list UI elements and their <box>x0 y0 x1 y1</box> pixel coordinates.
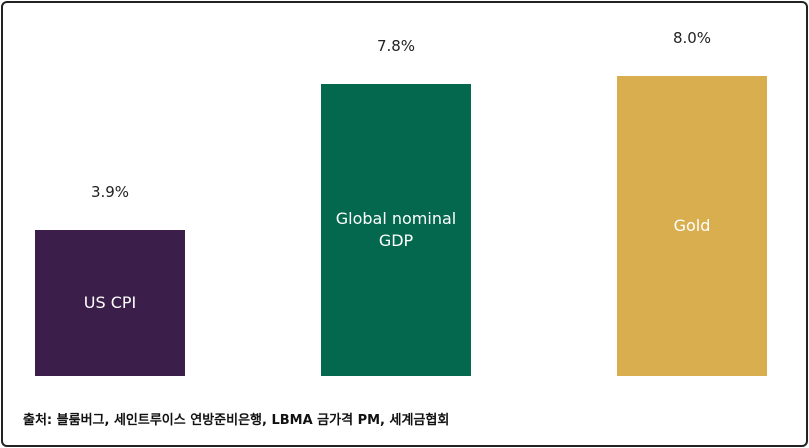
category-label: Global nominal GDP <box>335 208 457 250</box>
category-label: US CPI <box>83 292 137 312</box>
bar: US CPI <box>35 229 185 376</box>
value-label: 3.9% <box>90 182 130 201</box>
source-note: 출처: 블룸버그, 세인트루이스 연방준비은행, LBMA 금가격 PM, 세계… <box>23 413 450 428</box>
value-label: 7.8% <box>376 36 416 55</box>
bar: Global nominal GDP <box>321 83 471 376</box>
category-label: Gold <box>673 216 711 235</box>
value-label: 8.0% <box>672 29 712 47</box>
bar: Gold <box>617 76 767 376</box>
